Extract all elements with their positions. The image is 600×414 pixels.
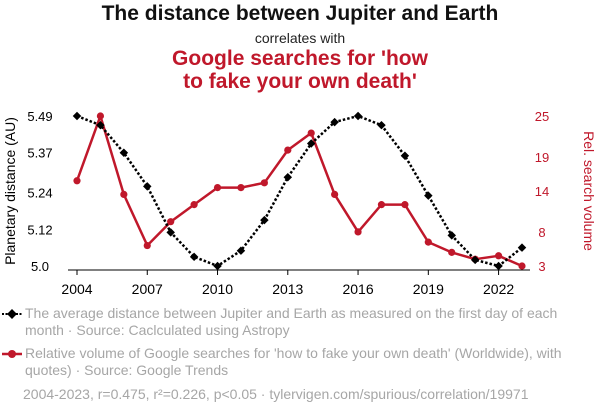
chart-footer: 2004-2023, r=0.475, r²=0.226, p<0.05 · t… <box>23 386 529 402</box>
legend-series2-text: Relative volume of Google searches for '… <box>25 345 562 378</box>
series1-point <box>119 148 129 157</box>
series1-point <box>424 191 433 200</box>
left-tick-label: 5.37 <box>27 146 52 161</box>
x-tick-label: 2010 <box>202 281 233 297</box>
right-tick-label: 14 <box>535 184 549 199</box>
line-chart: 2004 2007 2010 2013 2016 2019 2022 5.0 5.12 5.24 5… <box>2 109 597 297</box>
right-axis-label: Rel. search volume <box>581 131 597 251</box>
right-tick-label: 25 <box>535 109 549 124</box>
x-tick-label: 2013 <box>272 281 303 297</box>
right-tick-label: 8 <box>538 225 545 240</box>
series2-point <box>448 248 456 256</box>
series2-point <box>213 183 222 192</box>
legend-series2: Relative volume of Google searches for '… <box>2 345 598 379</box>
legend-series1: The average distance between Jupiter and… <box>2 305 598 339</box>
left-tick-label: 5.24 <box>27 186 52 201</box>
series1-point <box>494 261 503 271</box>
x-tick-label: 2004 <box>61 281 92 297</box>
series1-point <box>330 117 339 127</box>
series2-point <box>424 238 432 246</box>
series1-point <box>470 255 480 265</box>
series1-point <box>353 111 363 121</box>
series2-line <box>75 114 523 268</box>
series2-point <box>307 129 315 137</box>
chart-subtitle: correlates with <box>254 30 346 46</box>
series1-point <box>96 120 105 130</box>
chart-title-secondary: Google searches for 'how to fake your ow… <box>150 47 450 93</box>
series1-point <box>189 252 199 262</box>
series2-point <box>73 177 81 185</box>
x-tick-label: 2022 <box>483 281 514 297</box>
series1-point <box>447 231 456 240</box>
x-tick-label: 2019 <box>413 281 444 297</box>
series2-point <box>96 112 105 120</box>
series1-point <box>400 151 410 161</box>
series2-point <box>260 179 268 187</box>
series1-line <box>76 114 523 268</box>
chart-title-secondary-line1: Google searches for 'how <box>172 47 428 70</box>
series2-point <box>120 190 128 199</box>
series1-point <box>283 172 293 182</box>
left-axis-label: Planetary distance (AU) <box>2 117 18 265</box>
x-tick-label: 2007 <box>132 281 163 297</box>
series2-point <box>143 241 151 250</box>
series1-point <box>143 182 152 191</box>
series2-point <box>377 201 386 209</box>
chart-title: The distance between Jupiter and Earth <box>101 2 499 25</box>
left-tick-label: 5.0 <box>31 259 49 274</box>
series2-point <box>237 183 245 192</box>
x-tick-label: 2016 <box>342 281 373 297</box>
legend-marker-red-line <box>2 350 22 358</box>
series1-point <box>517 243 527 252</box>
series1-point <box>72 111 82 121</box>
series2-point <box>518 262 526 270</box>
legend-marker-black-dotted <box>2 309 22 319</box>
series2-point <box>284 146 292 154</box>
chart-title-secondary-line2: to fake your own death' <box>183 70 417 93</box>
series1-point <box>260 215 269 225</box>
series2-point <box>167 218 175 226</box>
legend-series1-text: The average distance between Jupiter and… <box>25 305 558 338</box>
left-tick-label: 5.12 <box>27 222 52 237</box>
series1-point <box>166 228 175 237</box>
series2-point <box>190 201 198 209</box>
right-tick-label: 19 <box>535 150 549 165</box>
series1-point <box>236 246 246 255</box>
series2-point <box>494 252 503 260</box>
series1-point <box>377 120 386 130</box>
right-tick-label: 3 <box>538 259 545 274</box>
series1-point <box>213 261 222 271</box>
series2-point <box>331 190 339 199</box>
series2-point <box>354 228 362 236</box>
series1-point <box>306 139 316 148</box>
series2-point <box>401 201 409 209</box>
left-tick-label: 5.49 <box>27 109 52 124</box>
